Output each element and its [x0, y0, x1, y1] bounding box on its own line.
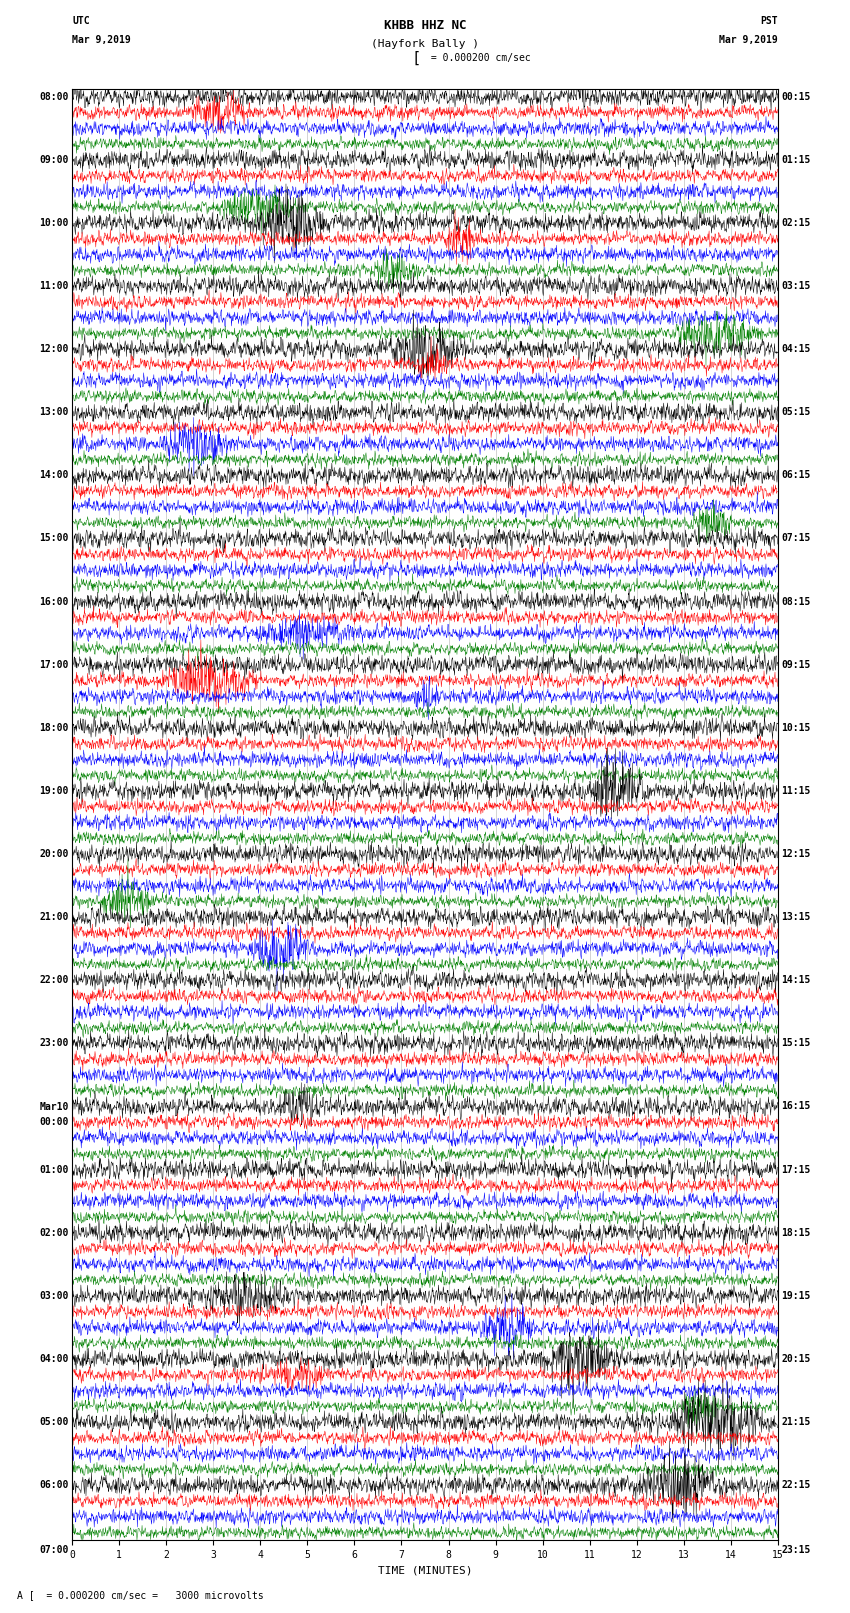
- Text: 09:15: 09:15: [781, 660, 811, 669]
- Text: 22:15: 22:15: [781, 1481, 811, 1490]
- Text: 08:00: 08:00: [39, 92, 69, 102]
- Text: 10:15: 10:15: [781, 723, 811, 732]
- Text: PST: PST: [760, 16, 778, 26]
- Text: 06:00: 06:00: [39, 1481, 69, 1490]
- Text: 18:15: 18:15: [781, 1227, 811, 1237]
- Text: 20:15: 20:15: [781, 1353, 811, 1365]
- Text: 05:00: 05:00: [39, 1418, 69, 1428]
- Text: 00:00: 00:00: [39, 1118, 69, 1127]
- Text: (Hayfork Bally ): (Hayfork Bally ): [371, 39, 479, 48]
- Text: 17:00: 17:00: [39, 660, 69, 669]
- Text: 12:00: 12:00: [39, 344, 69, 355]
- Text: 04:15: 04:15: [781, 344, 811, 355]
- Text: Mar 9,2019: Mar 9,2019: [719, 35, 778, 45]
- Text: 03:00: 03:00: [39, 1290, 69, 1300]
- Text: 07:00: 07:00: [39, 1545, 69, 1555]
- Text: 02:00: 02:00: [39, 1227, 69, 1237]
- Text: 18:00: 18:00: [39, 723, 69, 732]
- Text: 11:15: 11:15: [781, 786, 811, 795]
- Text: 10:00: 10:00: [39, 218, 69, 227]
- Text: 20:00: 20:00: [39, 848, 69, 860]
- Text: 21:15: 21:15: [781, 1418, 811, 1428]
- Text: 08:15: 08:15: [781, 597, 811, 606]
- Text: 23:15: 23:15: [781, 1545, 811, 1555]
- Text: 07:15: 07:15: [781, 534, 811, 544]
- Text: 12:15: 12:15: [781, 848, 811, 860]
- Text: 16:15: 16:15: [781, 1102, 811, 1111]
- Text: 21:00: 21:00: [39, 911, 69, 923]
- Text: = 0.000200 cm/sec: = 0.000200 cm/sec: [425, 53, 530, 63]
- Text: 23:00: 23:00: [39, 1039, 69, 1048]
- Text: 19:00: 19:00: [39, 786, 69, 795]
- Text: 04:00: 04:00: [39, 1353, 69, 1365]
- Text: 00:15: 00:15: [781, 92, 811, 102]
- Text: 17:15: 17:15: [781, 1165, 811, 1174]
- Text: 01:15: 01:15: [781, 155, 811, 165]
- Text: 09:00: 09:00: [39, 155, 69, 165]
- Text: 22:00: 22:00: [39, 976, 69, 986]
- Text: 19:15: 19:15: [781, 1290, 811, 1300]
- Text: 14:00: 14:00: [39, 471, 69, 481]
- Text: 15:00: 15:00: [39, 534, 69, 544]
- Text: 13:15: 13:15: [781, 911, 811, 923]
- Text: 11:00: 11:00: [39, 281, 69, 290]
- Text: 13:00: 13:00: [39, 406, 69, 418]
- Text: A [  = 0.000200 cm/sec =   3000 microvolts: A [ = 0.000200 cm/sec = 3000 microvolts: [17, 1590, 264, 1600]
- Text: 05:15: 05:15: [781, 406, 811, 418]
- Text: Mar 9,2019: Mar 9,2019: [72, 35, 131, 45]
- Text: 15:15: 15:15: [781, 1039, 811, 1048]
- Text: [: [: [411, 50, 421, 66]
- X-axis label: TIME (MINUTES): TIME (MINUTES): [377, 1566, 473, 1576]
- Text: Mar10: Mar10: [39, 1102, 69, 1111]
- Text: 01:00: 01:00: [39, 1165, 69, 1174]
- Text: 02:15: 02:15: [781, 218, 811, 227]
- Text: UTC: UTC: [72, 16, 90, 26]
- Text: 14:15: 14:15: [781, 976, 811, 986]
- Text: KHBB HHZ NC: KHBB HHZ NC: [383, 19, 467, 32]
- Text: 16:00: 16:00: [39, 597, 69, 606]
- Text: 03:15: 03:15: [781, 281, 811, 290]
- Text: 06:15: 06:15: [781, 471, 811, 481]
